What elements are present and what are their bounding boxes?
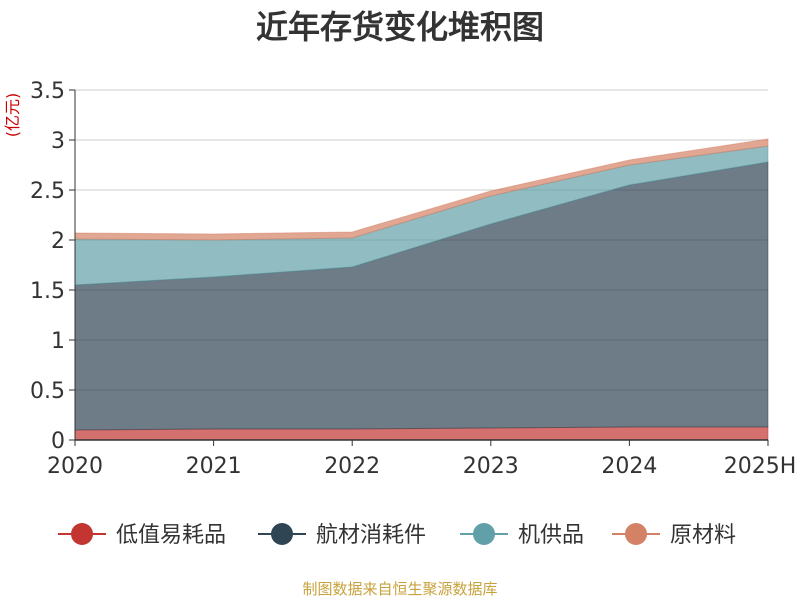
y-tick-label: 2	[51, 229, 65, 254]
y-tick-label: 1	[51, 329, 65, 354]
legend-label: 原材料	[670, 523, 736, 548]
y-tick-label: 2.5	[30, 179, 65, 204]
y-tick-label: 1.5	[30, 279, 65, 304]
legend-item-0[interactable]: 低值易耗品	[58, 523, 226, 548]
chart-title: 近年存货变化堆积图	[256, 8, 544, 46]
x-tick-label: 2025H	[724, 454, 797, 479]
area-1	[74, 161, 769, 431]
axes	[74, 90, 768, 441]
x-tick-label: 2023	[463, 454, 519, 479]
area-3	[74, 138, 769, 241]
y-tick-label: 3.5	[30, 79, 65, 104]
y-axis-unit-label: (亿元)	[3, 93, 22, 138]
y-tick-label: 0	[51, 429, 65, 454]
x-tick-label: 2020	[47, 454, 103, 479]
x-tick-label: 2021	[186, 454, 242, 479]
legend-marker	[473, 523, 495, 545]
legend-marker	[271, 523, 293, 545]
legend-label: 低值易耗品	[116, 523, 226, 548]
legend-label: 航材消耗件	[316, 523, 426, 548]
y-tick-label: 3	[51, 129, 65, 154]
y-tick-label: 0.5	[30, 379, 65, 404]
legend-item-2[interactable]: 机供品	[460, 523, 584, 548]
legend-marker	[625, 523, 647, 545]
area-series	[74, 138, 769, 441]
legend-item-1[interactable]: 航材消耗件	[258, 523, 426, 548]
legend-marker	[71, 523, 93, 545]
y-tick-labels: 0 0.5 1 1.5 2 2.5 3 3.5	[30, 79, 65, 454]
x-tick-labels: 2020 2021 2022 2023 2024 2025H	[47, 440, 796, 479]
legend-item-3[interactable]: 原材料	[612, 523, 736, 548]
source-note: 制图数据来自恒生聚源数据库	[302, 580, 497, 598]
x-tick-label: 2022	[324, 454, 380, 479]
legend-label: 机供品	[518, 523, 584, 548]
legend: 低值易耗品 航材消耗件 机供品 原材料	[58, 523, 736, 548]
x-tick-label: 2024	[601, 454, 657, 479]
